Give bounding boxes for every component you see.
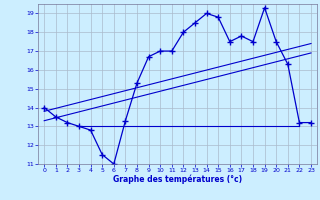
- X-axis label: Graphe des températures (°c): Graphe des températures (°c): [113, 175, 242, 184]
